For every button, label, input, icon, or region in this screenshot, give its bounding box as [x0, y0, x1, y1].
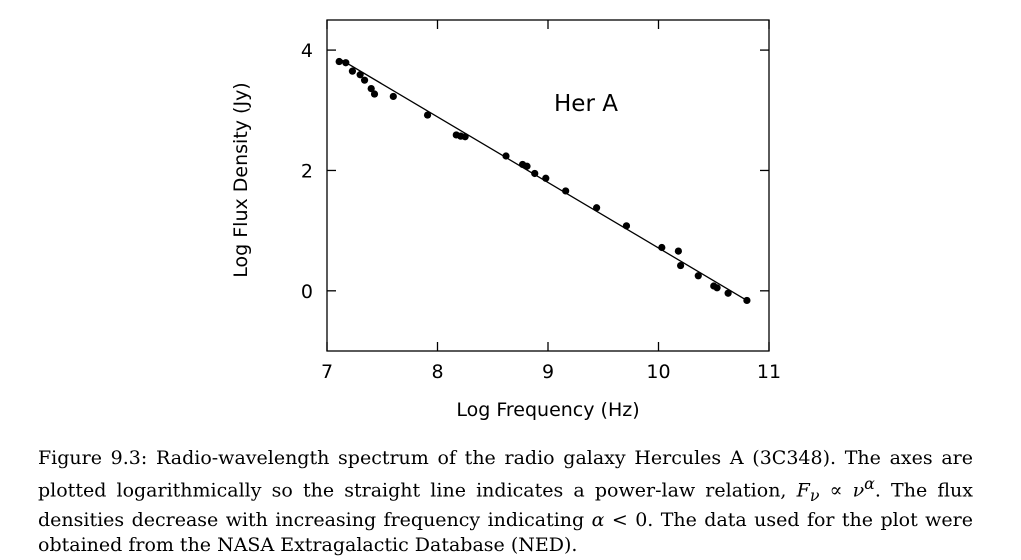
x-tick-label: 9: [542, 361, 554, 383]
caption-text-1: Radio-wavelength spectrum of the radio g…: [38, 447, 973, 502]
data-point: [335, 57, 343, 66]
data-point: [523, 162, 531, 170]
data-point: [622, 222, 631, 230]
tick-labels: 7 8 9 10 11 0 2 4: [301, 40, 781, 383]
data-point: [502, 152, 510, 160]
x-tick-label: 10: [646, 361, 670, 383]
caption-math-flux-subscript: ν: [809, 486, 820, 506]
x-tick-label: 11: [757, 361, 781, 383]
figure-caption: Figure 9.3: Radio-wavelength spectrum of…: [38, 446, 973, 558]
chart: 7 8 9 10 11 0 2 4 Her A Log Frequency (Hz) Log …: [230, 19, 781, 421]
data-point: [677, 261, 685, 270]
data-point: [342, 59, 350, 67]
y-tick-label: 2: [301, 160, 313, 182]
caption-math-exponent: α: [864, 474, 875, 493]
data-point: [724, 289, 732, 297]
tick-marks: [326, 20, 770, 351]
data-point: [360, 76, 369, 84]
y-axis-label: Log Flux Density (Jy): [230, 82, 252, 277]
data-point: [531, 169, 539, 178]
data-point: [356, 71, 364, 79]
data-point: [658, 243, 666, 252]
caption-math-alpha: α: [591, 509, 605, 532]
data-point: [694, 272, 702, 280]
caption-label: Figure 9.3:: [38, 447, 148, 469]
data-point: [367, 85, 375, 93]
data-point: [348, 67, 357, 75]
data-point: [674, 247, 682, 255]
data-point: [389, 92, 397, 101]
chart-annotation: Her A: [554, 91, 618, 117]
data-point: [593, 204, 601, 212]
y-tick-label: 4: [301, 40, 313, 62]
plot-frame: [326, 19, 770, 352]
x-tick-label: 7: [321, 361, 333, 383]
caption-text-3: < 0. The data used for the plot were obt…: [38, 509, 974, 557]
data-point: [370, 90, 379, 98]
data-point: [562, 187, 570, 195]
caption-math-proportional: ∝ ν: [819, 479, 865, 502]
data-point: [542, 174, 550, 182]
data-point: [743, 296, 751, 305]
data-point: [461, 133, 469, 141]
data-points: [335, 57, 751, 305]
data-point: [713, 284, 721, 292]
data-point: [423, 111, 432, 119]
caption-math-flux: F: [796, 479, 810, 502]
x-tick-label: 8: [431, 361, 443, 383]
x-axis-label: Log Frequency (Hz): [456, 399, 639, 421]
caption-text-2: . The flux densities decrease with incre…: [38, 479, 973, 532]
y-tick-label: 0: [301, 281, 313, 303]
